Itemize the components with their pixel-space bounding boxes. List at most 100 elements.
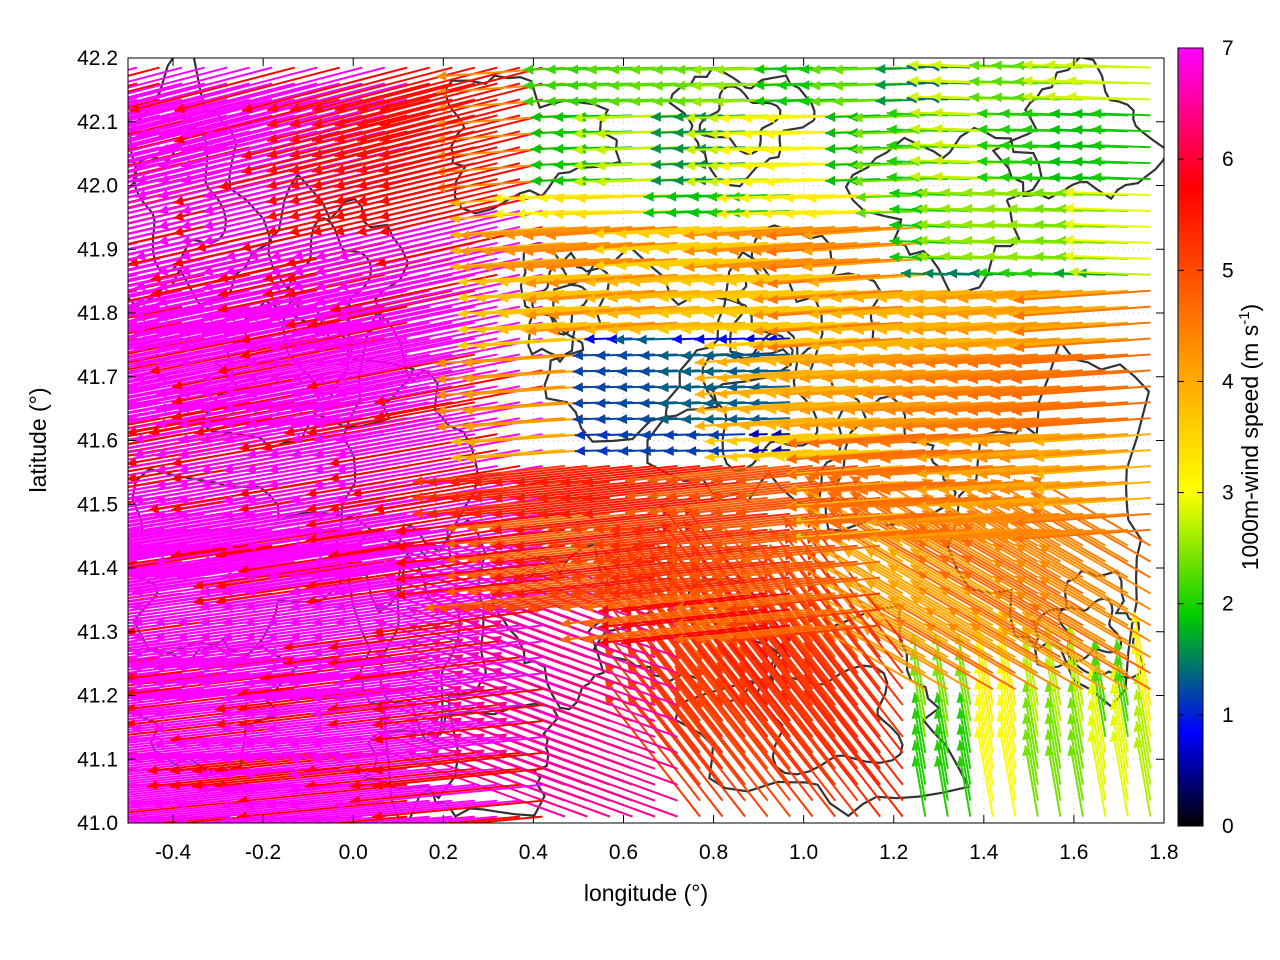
wind-vector-head (21, 342, 32, 352)
wind-vector-shaft (128, 720, 273, 739)
wind-vector (696, 681, 791, 802)
wind-vector-shaft (999, 465, 1129, 476)
wind-vector (831, 512, 971, 528)
wind-vector-head (658, 398, 669, 409)
wind-vector-head (64, 586, 75, 596)
wind-vector-head (740, 554, 752, 565)
wind-vector-shaft (444, 528, 588, 546)
wind-vector (514, 480, 678, 503)
wind-vector-shaft (913, 755, 927, 817)
wind-vector-head (618, 430, 629, 441)
wind-vector-shaft (990, 401, 1129, 413)
wind-vector-head (799, 421, 811, 432)
wind-vector-head (175, 799, 187, 810)
wind-vector-shaft (1133, 627, 1152, 722)
wind-vector-head (449, 476, 460, 487)
wind-vector-head (19, 662, 30, 672)
wind-vector-head (22, 327, 33, 337)
wind-vector-head (460, 603, 471, 614)
wind-vector-shaft (131, 544, 340, 579)
wind-vector-head (688, 507, 700, 518)
wind-vector-shaft (893, 618, 1016, 690)
wind-vector (267, 528, 475, 566)
wind-vector-head (334, 601, 346, 612)
wind-vector-head (36, 504, 47, 514)
wind-vector (128, 656, 205, 669)
wind-vector (712, 528, 858, 549)
wind-vector-shaft (780, 626, 882, 754)
wind-vector-head (328, 503, 340, 514)
wind-vector (128, 560, 318, 591)
wind-vector-head (748, 429, 760, 440)
wind-vector-head (977, 485, 988, 496)
wind-vector-shaft (311, 672, 521, 701)
wind-vector-shaft (739, 401, 858, 412)
wind-vector-shaft (738, 629, 836, 754)
wind-vector (128, 783, 318, 805)
wind-vector-head (41, 784, 51, 794)
wind-vector-shaft (696, 633, 791, 754)
wind-vector-shaft (192, 560, 363, 588)
wind-vector (740, 560, 881, 581)
wind-vector-shaft (1038, 528, 1151, 595)
wind-vector-head (156, 403, 167, 414)
wind-vector-head (739, 420, 750, 431)
wind-vector-head (288, 692, 300, 703)
wind-vector-shaft (582, 624, 723, 642)
wind-vector-shaft (306, 401, 476, 435)
wind-vector-shaft (311, 688, 520, 716)
wind-vector (311, 624, 521, 658)
wind-vector-head (680, 366, 692, 377)
wind-vector-head (19, 678, 30, 688)
wind-vector-head (625, 490, 636, 501)
wind-vector (267, 544, 475, 581)
wind-vector-shaft (449, 465, 611, 484)
wind-vector-shaft (967, 353, 1106, 366)
wind-vector-shaft (648, 693, 746, 818)
wind-vector-shaft (462, 385, 588, 397)
wind-vector (779, 353, 903, 368)
wind-vector-shaft (1111, 683, 1129, 769)
wind-vector-head (395, 525, 406, 536)
wind-vector (938, 465, 1061, 479)
wind-vector (177, 544, 385, 581)
wind-vector-head (514, 508, 526, 519)
wind-vector (822, 417, 948, 432)
wind-vector-shaft (958, 724, 972, 785)
wind-vector-head (697, 681, 708, 693)
wind-vector-head (1011, 374, 1022, 385)
wind-vectors (0, 59, 1152, 823)
wind-vector-shaft (1021, 627, 1129, 690)
wind-vector (975, 528, 1106, 544)
wind-vector-head (86, 784, 96, 794)
wind-vector-head (153, 708, 165, 719)
wind-vector-head (595, 398, 606, 409)
wind-vector-shaft (128, 512, 183, 524)
wind-vector-head (333, 799, 344, 810)
wind-vector-head (505, 603, 516, 614)
wind-vector-head (64, 647, 75, 657)
wind-vector (223, 369, 430, 414)
wind-vector-shaft (489, 560, 633, 578)
wind-vector-shaft (862, 401, 993, 413)
wind-vector-shaft (667, 576, 813, 594)
wind-vector-shaft (305, 576, 475, 604)
wind-vector-shaft (990, 353, 1129, 366)
wind-vector (328, 480, 498, 514)
wind-vector-head (223, 403, 235, 414)
wind-vector-shaft (924, 401, 1061, 413)
wind-vector-head (130, 814, 141, 823)
wind-vector (1011, 369, 1151, 385)
wind-vector-head (0, 296, 10, 306)
wind-vector (243, 751, 453, 780)
wind-vector-head (799, 373, 811, 384)
wind-vector-head (426, 508, 438, 519)
wind-vector (717, 385, 836, 399)
wind-vector (624, 480, 768, 501)
wind-vector-shaft (648, 677, 746, 802)
wind-vector-head (0, 617, 7, 627)
wind-vector-head (880, 437, 891, 448)
wind-vector-shaft (1067, 657, 1084, 738)
wind-vector-head (570, 523, 582, 534)
wind-vector-shaft (128, 767, 138, 771)
